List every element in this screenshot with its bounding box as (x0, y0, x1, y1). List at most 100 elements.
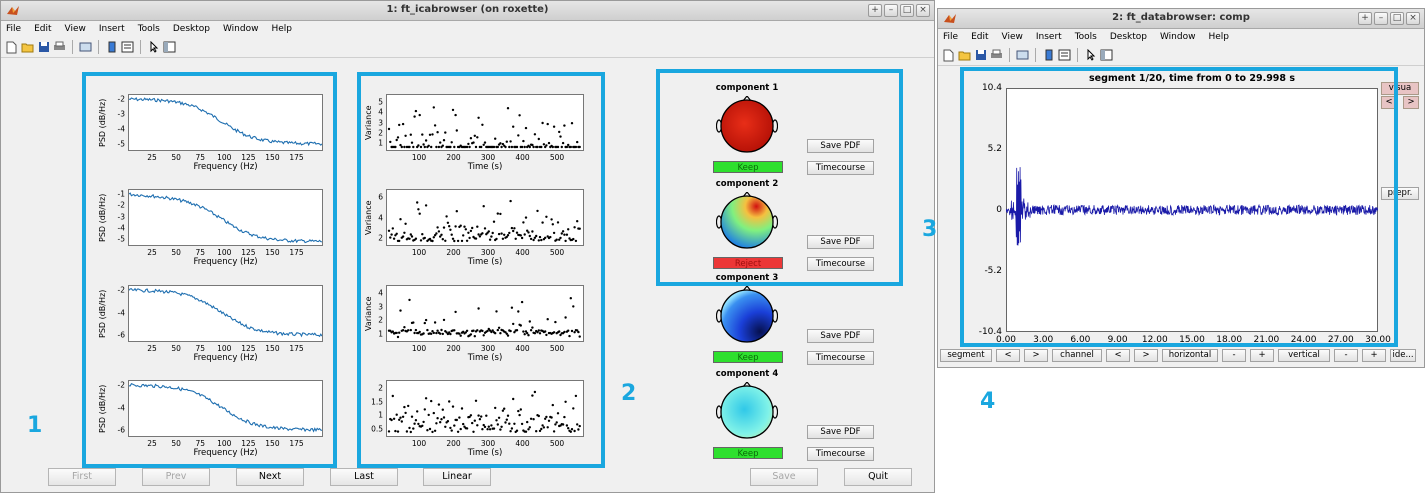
variance-point (403, 405, 406, 409)
component-status-toggle[interactable]: Keep (713, 161, 783, 173)
menu-help[interactable]: Help (271, 24, 293, 34)
variance-point (558, 130, 561, 134)
first-button[interactable]: First (48, 468, 116, 486)
pointer-icon[interactable] (1083, 48, 1098, 63)
horizontal-plus-button[interactable]: + (1250, 349, 1274, 362)
next-small-button[interactable]: > (1403, 96, 1419, 109)
save-icon[interactable] (973, 48, 988, 63)
visual-button[interactable]: visua (1381, 82, 1419, 95)
identify-button[interactable]: ide... (1390, 349, 1416, 362)
close-icon[interactable]: × (1406, 12, 1420, 25)
colorbar-icon[interactable] (104, 40, 119, 55)
minimize-icon[interactable]: – (884, 4, 898, 17)
titlebar[interactable]: 2: ft_databrowser: comp + – □ × (938, 9, 1424, 29)
menu-help[interactable]: Help (1208, 32, 1230, 42)
prev-button[interactable]: Prev (142, 468, 210, 486)
quit-button[interactable]: Quit (844, 468, 912, 486)
link-plot-icon[interactable] (1015, 48, 1030, 63)
open-file-icon[interactable] (957, 48, 972, 63)
menu-edit[interactable]: Edit (34, 24, 52, 34)
timecourse-plot[interactable] (1006, 88, 1378, 332)
pin-icon[interactable]: + (1358, 12, 1372, 25)
menu-desktop[interactable]: Desktop (1109, 32, 1147, 42)
menu-insert[interactable]: Insert (1035, 32, 1062, 42)
menu-tools[interactable]: Tools (1074, 32, 1097, 42)
menu-edit[interactable]: Edit (971, 32, 989, 42)
new-figure-icon[interactable] (941, 48, 956, 63)
segment-next-button[interactable]: > (1024, 349, 1048, 362)
property-editor-icon[interactable] (1099, 48, 1114, 63)
legend-icon[interactable] (1057, 48, 1072, 63)
menu-window[interactable]: Window (222, 24, 259, 34)
component-status-toggle[interactable]: Keep (713, 351, 783, 363)
component-status-toggle[interactable]: Keep (713, 447, 783, 459)
segment-label-button[interactable]: segment (940, 349, 992, 362)
variance-point (465, 329, 469, 332)
timecourse-button[interactable]: Timecourse (807, 447, 874, 461)
variance-point (399, 309, 402, 312)
linear-button[interactable]: Linear (423, 468, 491, 486)
variance-point (546, 235, 549, 238)
variance-point (546, 426, 549, 429)
trace-xtick: 18.00 (1216, 335, 1243, 345)
last-button[interactable]: Last (330, 468, 398, 486)
variance-point (435, 232, 438, 235)
menu-desktop[interactable]: Desktop (172, 24, 210, 34)
pointer-icon[interactable] (146, 40, 161, 55)
variance-point (522, 139, 525, 143)
segment-prev-button[interactable]: < (996, 349, 1020, 362)
save-button[interactable]: Save (750, 468, 818, 486)
variance-point (474, 145, 478, 149)
variance-point (551, 223, 554, 226)
print-icon[interactable] (52, 40, 67, 55)
variance-xtick: 300 (480, 153, 496, 162)
variance-point (509, 329, 512, 333)
menu-window[interactable]: Window (1159, 32, 1196, 42)
psd-xtick: 75 (195, 248, 205, 257)
menu-insert[interactable]: Insert (98, 24, 125, 34)
horizontal-minus-button[interactable]: - (1222, 349, 1246, 362)
open-file-icon[interactable] (20, 40, 35, 55)
colorbar-icon[interactable] (1041, 48, 1056, 63)
menu-tools[interactable]: Tools (137, 24, 160, 34)
timecourse-button[interactable]: Timecourse (807, 161, 874, 175)
minimize-icon[interactable]: – (1374, 12, 1388, 25)
maximize-icon[interactable]: □ (1390, 12, 1404, 25)
channel-label-button[interactable]: channel (1052, 349, 1102, 362)
save-pdf-button[interactable]: Save PDF (807, 139, 874, 153)
channel-next-button[interactable]: > (1134, 349, 1158, 362)
psd-xtick: 125 (241, 439, 256, 448)
psd-ytick: -5 (117, 139, 125, 149)
variance-point (492, 145, 496, 149)
menu-file[interactable]: File (6, 24, 22, 34)
close-icon[interactable]: × (916, 4, 930, 17)
link-plot-icon[interactable] (78, 40, 93, 55)
menu-view[interactable]: View (1001, 32, 1023, 42)
variance-point (531, 230, 534, 233)
print-icon[interactable] (989, 48, 1004, 63)
pin-icon[interactable]: + (868, 4, 882, 17)
next-button[interactable]: Next (236, 468, 304, 486)
horizontal-label-button[interactable]: horizontal (1162, 349, 1218, 362)
preproc-button[interactable]: prepr. (1381, 187, 1419, 200)
save-pdf-button[interactable]: Save PDF (807, 329, 874, 343)
titlebar[interactable]: 1: ft_icabrowser (on roxette) + – □ × (1, 1, 934, 21)
vertical-label-button[interactable]: vertical (1278, 349, 1330, 362)
variance-point (574, 239, 578, 243)
property-editor-icon[interactable] (162, 40, 177, 55)
save-icon[interactable] (36, 40, 51, 55)
timecourse-button[interactable]: Timecourse (807, 257, 874, 271)
vertical-plus-button[interactable]: + (1362, 349, 1386, 362)
maximize-icon[interactable]: □ (900, 4, 914, 17)
menu-view[interactable]: View (64, 24, 86, 34)
psd-xlabel: Frequency (Hz) (193, 353, 258, 363)
save-pdf-button[interactable]: Save PDF (807, 235, 874, 249)
channel-prev-button[interactable]: < (1106, 349, 1130, 362)
save-pdf-button[interactable]: Save PDF (807, 425, 874, 439)
vertical-minus-button[interactable]: - (1334, 349, 1358, 362)
legend-icon[interactable] (120, 40, 135, 55)
component-status-toggle[interactable]: Reject (713, 257, 783, 269)
menu-file[interactable]: File (943, 32, 959, 42)
new-figure-icon[interactable] (4, 40, 19, 55)
timecourse-button[interactable]: Timecourse (807, 351, 874, 365)
